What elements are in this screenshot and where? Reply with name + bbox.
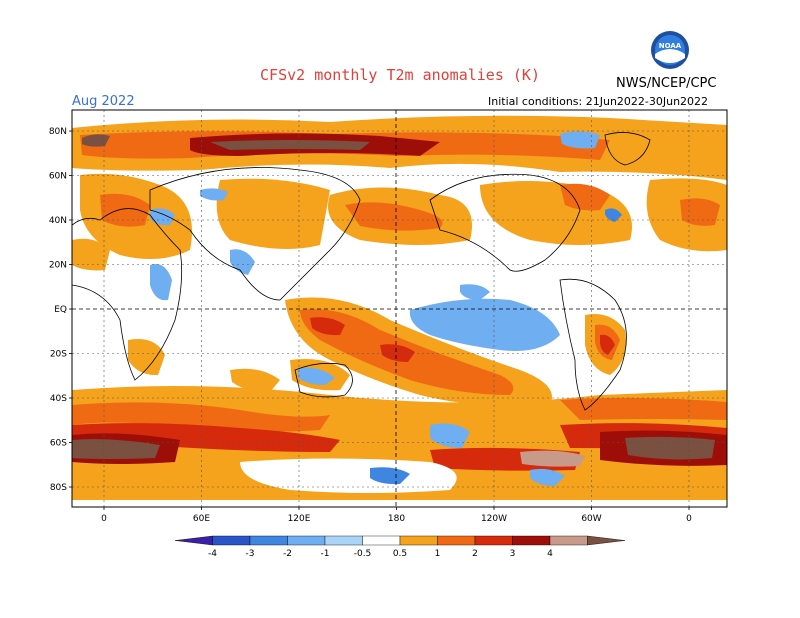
lat-tick-label: 60N [49, 172, 67, 182]
lon-tick-label: 60E [193, 514, 210, 524]
lon-tick-label: 180 [388, 514, 405, 524]
n-cool-patch [150, 208, 175, 226]
lon-tick-label: 0 [686, 514, 692, 524]
colorbar-label: 2 [472, 549, 478, 559]
initial-conditions-label: Initial conditions: 21Jun2022-30Jun2022 [488, 95, 709, 108]
lon-tick-label: 0 [101, 514, 107, 524]
colorbar-label: -1 [321, 549, 330, 559]
equatorial-pacific-cool [409, 298, 560, 351]
colorbar-segment [212, 535, 251, 546]
agency-label: NWS/NCEP/CPC [616, 76, 717, 91]
colorbar-labels: -4 -3 -2 -1 -0.5 0.5 1 2 3 4 [208, 549, 553, 559]
longitude-labels: 0 60E 120E 180 120W 60W 0 [101, 507, 692, 524]
lon-tick-label: 120W [481, 514, 507, 524]
lat-tick-label: 40S [50, 394, 67, 404]
lat-tick-label: 20N [49, 261, 67, 271]
colorbar-label: 4 [547, 549, 553, 559]
colorbar-segment [249, 535, 288, 546]
colorbar-label: 3 [510, 549, 516, 559]
colorbar-segment [287, 535, 326, 546]
colorbar-segment [174, 535, 213, 546]
colorbar [174, 535, 626, 546]
anomaly-field [72, 110, 727, 507]
colorbar-label: -2 [283, 549, 292, 559]
colorbar-label: -3 [246, 549, 255, 559]
lat-tick-label: 40N [49, 216, 67, 226]
colorbar-label: -0.5 [354, 549, 372, 559]
lat-tick-label: 80S [50, 483, 67, 493]
colorbar-label: 1 [435, 549, 441, 559]
lon-tick-label: 120E [288, 514, 311, 524]
coastlines [72, 132, 651, 411]
lat-tick-label: 80N [49, 127, 67, 137]
colorbar-segment [399, 535, 438, 546]
colorbar-segment [549, 535, 588, 546]
colorbar-segment [474, 535, 513, 546]
colorbar-label: -4 [208, 549, 217, 559]
chart-title: CFSv2 monthly T2m anomalies (K) [260, 66, 540, 84]
lat-tick-label: 60S [50, 439, 67, 449]
noaa-logo: NOAA [650, 30, 690, 70]
latitude-labels: 80N 60N 40N 20N EQ 20S 40S 60S 80S [49, 127, 72, 493]
colorbar-segment [324, 535, 363, 546]
colorbar-label: 0.5 [393, 549, 407, 559]
colorbar-segment [587, 535, 626, 546]
lat-tick-label: 20S [50, 350, 67, 360]
noaa-logo-text: NOAA [659, 42, 682, 50]
map-frame [71, 109, 728, 508]
lon-tick-label: 60W [581, 514, 601, 524]
lat-tick-label: EQ [54, 305, 67, 315]
colorbar-segment [362, 535, 401, 546]
month-label: Aug 2022 [72, 94, 135, 109]
colorbar-segment [437, 535, 476, 546]
colorbar-segment [512, 535, 551, 546]
graticule [72, 110, 727, 507]
